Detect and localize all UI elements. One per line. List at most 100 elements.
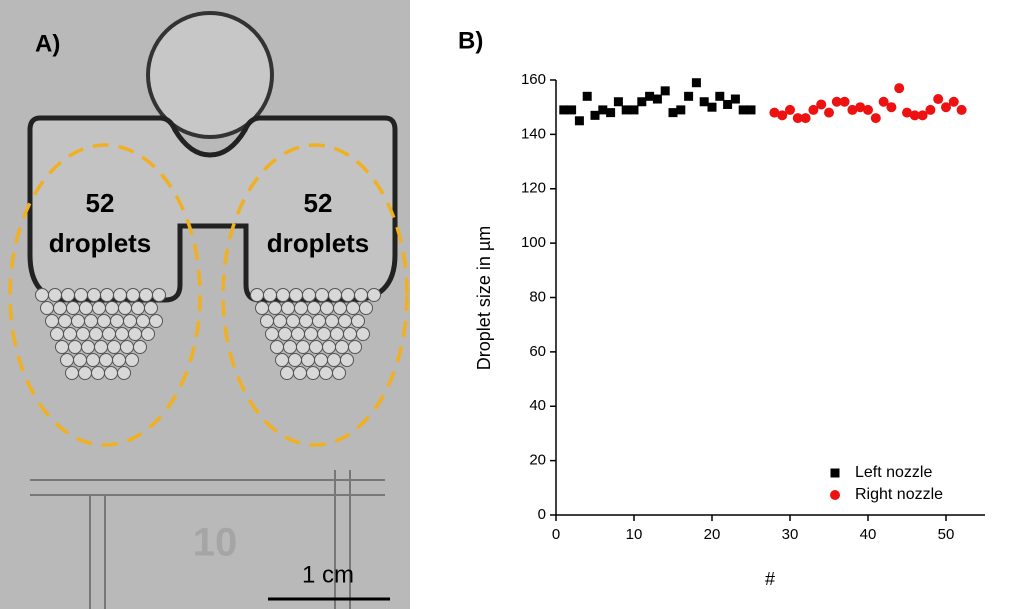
droplet bbox=[270, 340, 284, 354]
droplet bbox=[306, 366, 320, 380]
droplet bbox=[40, 301, 54, 315]
point bbox=[598, 105, 608, 115]
droplet bbox=[255, 301, 269, 315]
point bbox=[870, 113, 881, 124]
droplet bbox=[79, 301, 93, 315]
panel-label: B) bbox=[458, 27, 483, 54]
droplet bbox=[268, 301, 282, 315]
droplet bbox=[340, 353, 354, 367]
droplet bbox=[86, 353, 100, 367]
droplet bbox=[141, 327, 155, 341]
droplet bbox=[273, 314, 287, 328]
droplet bbox=[113, 288, 127, 302]
y-axis-title: Droplet size in µm bbox=[474, 226, 494, 370]
droplet bbox=[359, 301, 373, 315]
droplet bbox=[341, 288, 355, 302]
droplet bbox=[118, 301, 132, 315]
droplet bbox=[354, 288, 368, 302]
droplet bbox=[84, 314, 98, 328]
droplet bbox=[288, 353, 302, 367]
x-tick-label: 30 bbox=[782, 526, 799, 543]
droplet bbox=[81, 340, 95, 354]
droplet bbox=[250, 288, 264, 302]
point bbox=[847, 104, 858, 115]
point bbox=[637, 97, 647, 107]
droplet bbox=[275, 353, 289, 367]
point bbox=[707, 102, 717, 112]
droplet bbox=[60, 353, 74, 367]
droplet bbox=[319, 366, 333, 380]
y-tick-label: 40 bbox=[529, 397, 546, 414]
droplet bbox=[94, 340, 108, 354]
droplet bbox=[139, 288, 153, 302]
point bbox=[746, 105, 756, 115]
point bbox=[691, 78, 701, 88]
point bbox=[668, 108, 678, 118]
droplet bbox=[58, 314, 72, 328]
point bbox=[839, 96, 850, 107]
point bbox=[629, 105, 639, 115]
point bbox=[684, 91, 694, 101]
droplet bbox=[74, 288, 88, 302]
droplet bbox=[89, 327, 103, 341]
droplet bbox=[317, 327, 331, 341]
droplet bbox=[348, 340, 362, 354]
droplet bbox=[332, 366, 346, 380]
droplet bbox=[296, 340, 310, 354]
point bbox=[863, 104, 873, 115]
point bbox=[878, 96, 889, 107]
droplet bbox=[149, 314, 163, 328]
inlet bbox=[146, 11, 274, 139]
panel-label: A) bbox=[35, 30, 60, 57]
point bbox=[948, 96, 959, 107]
droplet bbox=[76, 327, 90, 341]
y-tick-label: 100 bbox=[521, 234, 546, 251]
droplet bbox=[133, 340, 147, 354]
droplet bbox=[63, 327, 77, 341]
point bbox=[816, 99, 827, 110]
point bbox=[613, 97, 623, 107]
x-tick-label: 10 bbox=[626, 526, 643, 543]
droplet bbox=[55, 340, 69, 354]
highlight-right bbox=[221, 143, 409, 447]
point bbox=[941, 102, 951, 113]
point bbox=[831, 96, 842, 107]
droplet bbox=[263, 288, 277, 302]
point bbox=[723, 99, 733, 109]
droplet bbox=[107, 340, 121, 354]
droplet bbox=[327, 353, 341, 367]
droplet bbox=[35, 288, 49, 302]
point bbox=[590, 110, 600, 120]
droplet bbox=[289, 288, 303, 302]
legend-label: Left nozzle bbox=[855, 464, 932, 481]
x-tick-label: 40 bbox=[860, 526, 877, 543]
droplet bbox=[102, 327, 116, 341]
droplet bbox=[283, 340, 297, 354]
droplet bbox=[126, 288, 140, 302]
droplet bbox=[304, 327, 318, 341]
legend-marker bbox=[830, 468, 840, 478]
point bbox=[769, 107, 780, 118]
droplet bbox=[367, 288, 381, 302]
count-label: 52 bbox=[304, 188, 333, 218]
chip-number: 10 bbox=[193, 521, 238, 565]
droplet bbox=[293, 366, 307, 380]
point bbox=[621, 105, 631, 115]
droplet bbox=[61, 288, 75, 302]
point bbox=[567, 105, 577, 115]
droplet bbox=[309, 340, 323, 354]
droplet bbox=[301, 353, 315, 367]
droplet bbox=[100, 288, 114, 302]
droplet bbox=[128, 327, 142, 341]
point bbox=[855, 102, 866, 113]
droplet bbox=[117, 366, 131, 380]
droplet bbox=[97, 314, 111, 328]
droplet bbox=[66, 301, 80, 315]
point bbox=[574, 116, 584, 126]
x-axis-title: # bbox=[765, 569, 775, 589]
count-word: droplets bbox=[267, 228, 370, 258]
point bbox=[917, 110, 928, 121]
droplet bbox=[104, 366, 118, 380]
